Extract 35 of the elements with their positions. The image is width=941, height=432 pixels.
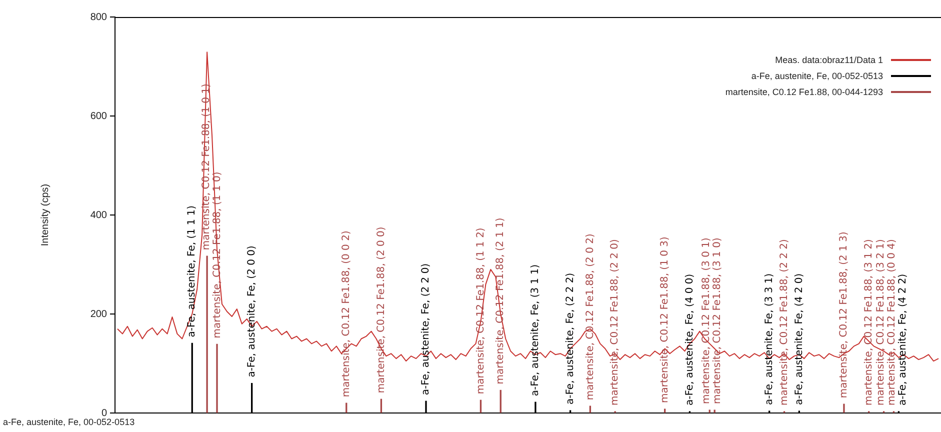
data-label: martensite, C0.12 Fe1.88, (1 0 3) xyxy=(659,236,670,404)
data-label: a-Fe, austenite, Fe, (2 2 0) xyxy=(420,263,432,396)
data-label: martensite, C0.12 Fe1.88, (2 1 3) xyxy=(838,232,850,398)
y-tick-label: 600 xyxy=(90,110,108,122)
data-label: martensite, C0.12 Fe1.88, (3 2 1) xyxy=(876,238,887,406)
data-label: martensite, C0.12 Fe1.88, (2 2 0) xyxy=(610,238,621,406)
data-label: martensite, C0.12 Fe1.88, (3 0 1) xyxy=(701,237,712,404)
data-label: martensite, C0.12 Fe1.88, (1 1 0) xyxy=(212,172,224,338)
data-label: a-Fe, austenite, Fe, (1 1 1) xyxy=(186,205,198,338)
legend-label: Meas. data:obraz11/Data 1 xyxy=(775,55,883,65)
y-axis-title: Intensity (cps) xyxy=(40,184,51,246)
y-tick-label: 0 xyxy=(101,408,108,419)
data-label: martensite, C0.12 Fe1.88, (0 0 2) xyxy=(340,230,352,398)
data-label: martensite, C0.12 Fe1.88, (2 2 2) xyxy=(778,238,790,406)
y-tick-label: 400 xyxy=(90,210,108,221)
data-label: martensite, C0.12 Fe1.88, (1 1 2) xyxy=(475,228,486,394)
data-label: a-Fe, austenite, Fe, (4 0 0) xyxy=(684,274,696,406)
legend-label: a-Fe, austenite, Fe, 00-052-0513 xyxy=(751,71,883,81)
data-label: a-Fe, austenite, Fe, (3 3 1) xyxy=(764,273,775,406)
data-label: a-Fe, austenite, Fe, (2 0 0) xyxy=(246,245,258,378)
data-label: a-Fe, austenite, Fe, (3 1 1) xyxy=(530,264,542,396)
data-label: martensite, C0.12 Fe1.88, (2 0 0) xyxy=(376,226,387,394)
data-label: martensite, C0.12 Fe1.88, (2 1 1) xyxy=(495,218,506,384)
y-tick-label: 200 xyxy=(90,308,108,320)
data-label: a-Fe, austenite, Fe, (4 2 0) xyxy=(794,273,805,406)
data-label: a-Fe, austenite, Fe, (4 2 2) xyxy=(898,274,909,406)
data-label: martensite, C0.12 Fe1.88, (3 1 2) xyxy=(863,238,874,406)
data-label: a-Fe, austenite, Fe, (2 2 2) xyxy=(564,272,576,405)
data-label: martensite, C0.12 Fe1.88, (2 0 2) xyxy=(584,234,596,400)
legend-label: martensite, C0.12 Fe1.88, 00-044-1293 xyxy=(725,87,883,97)
data-label: martensite, C0.12 Fe1.88, (1 0 1) xyxy=(201,84,212,250)
data-label: martensite, C0.12 Fe1.88, (3 1 0) xyxy=(712,237,724,404)
data-label: martensite, C0.12 Fe1.88, (0 0 4) xyxy=(886,238,898,406)
text: a-Fe, austenite, Fe, 00-052-0513 xyxy=(3,417,135,427)
y-tick-label: 800 xyxy=(90,12,108,23)
